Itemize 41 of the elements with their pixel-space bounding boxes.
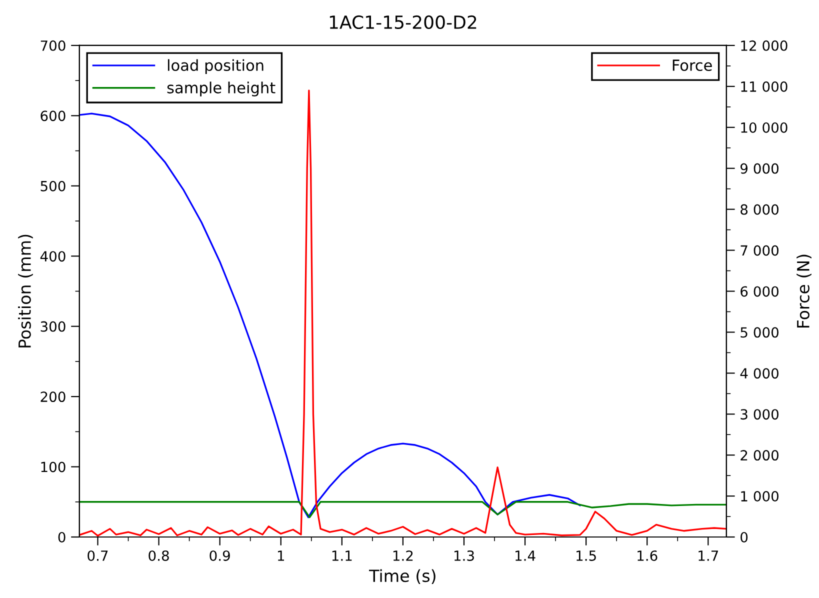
y2-tick-label: 3 000 [740, 409, 778, 420]
x-tick-label: 1.7 [698, 550, 718, 561]
y2-tick-label: 6 000 [740, 286, 778, 297]
y-tick-label: 500 [40, 180, 66, 192]
y-tick-label: 300 [40, 321, 66, 332]
x-tick-label: 0.7 [88, 550, 108, 561]
y2-tick-label: 9 000 [740, 163, 778, 174]
x-axis-title: Time (s) [369, 569, 436, 584]
x-tick-label: 0.9 [210, 550, 230, 561]
y-tick-label: 0 [58, 532, 66, 542]
x-tick-label: 1.4 [516, 550, 536, 561]
x-tick-label: 0.8 [148, 550, 169, 561]
chart-title: 1AC1-15-200-D2 [330, 15, 476, 30]
y-tick-label: 700 [40, 40, 66, 51]
x-tick-label: 1.3 [454, 550, 474, 561]
y2-tick-label: 2 000 [740, 450, 778, 461]
y2-tick-label: 4 000 [740, 368, 778, 379]
y2-axis-title: Force (N) [796, 254, 812, 328]
legend-label: Force [672, 60, 712, 72]
y2-tick-label: 0 [740, 532, 748, 542]
x-tick-label: 1 [278, 550, 284, 561]
y2-tick-label: 10 000 [741, 122, 788, 133]
y2-tick-label: 7 000 [740, 245, 778, 256]
y2-tick-label: 8 000 [740, 204, 778, 215]
y2-tick-label: 12 000 [741, 40, 788, 51]
y2-tick-label: 1 000 [741, 491, 778, 502]
y2-tick-label: 5 000 [740, 327, 778, 338]
y-tick-label: 100 [41, 462, 66, 472]
x-tick-label: 1.6 [638, 550, 658, 561]
line-series [79, 112, 581, 518]
y-tick-label: 400 [40, 251, 66, 262]
y-tick-label: 200 [40, 392, 66, 402]
y-axis-title: Position (mm) [18, 234, 33, 348]
legend-label: load position [168, 59, 264, 74]
x-tick-label: 1.5 [576, 550, 596, 561]
legend-label: sample height [167, 82, 276, 96]
x-tick-label: 1.2 [393, 550, 413, 561]
line-series [79, 501, 726, 518]
y-tick-label: 600 [40, 110, 66, 122]
x-tick-label: 1.1 [332, 550, 352, 561]
y2-tick-label: 11 000 [741, 81, 788, 92]
